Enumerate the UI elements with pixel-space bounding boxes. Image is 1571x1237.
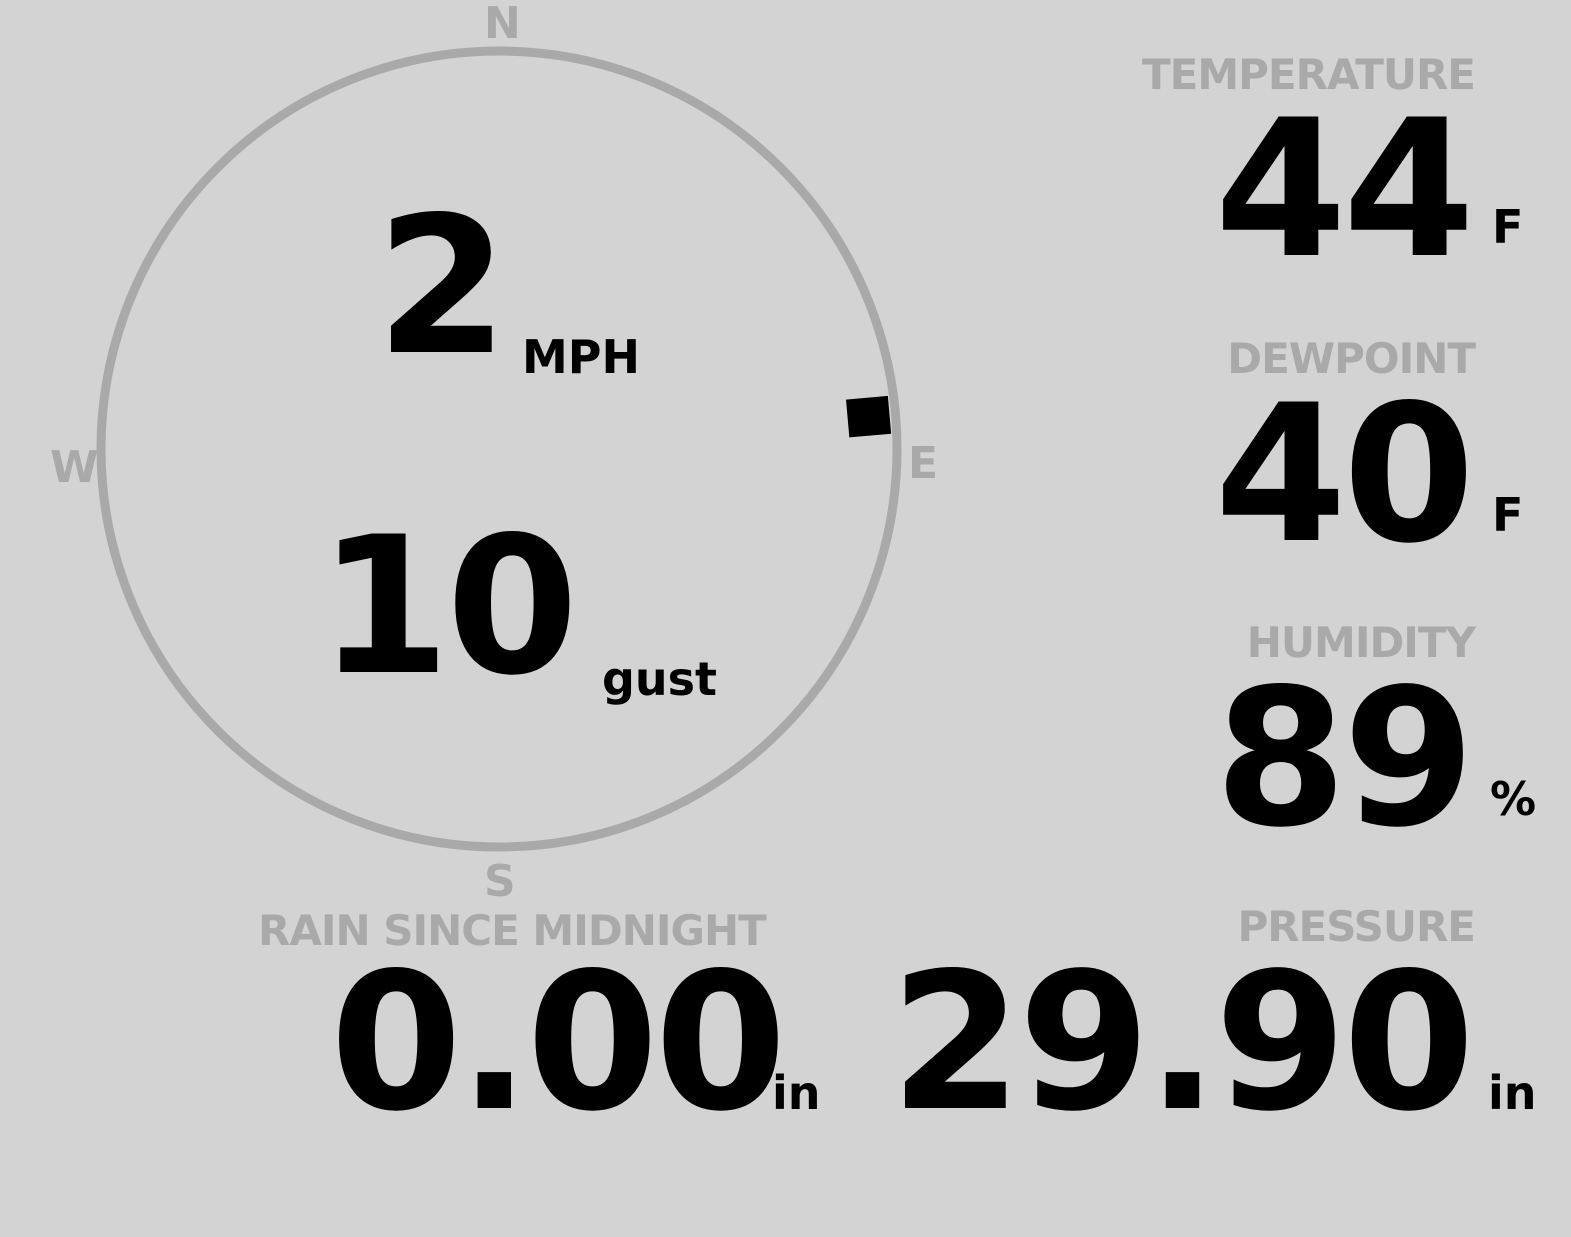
compass-south: S xyxy=(484,856,516,907)
dewpoint-label: DEWPOINT xyxy=(1227,334,1476,383)
temperature-label: TEMPERATURE xyxy=(1142,50,1476,99)
rain-value: 0.00 xyxy=(330,932,787,1153)
compass-east: E xyxy=(908,438,939,489)
humidity-unit: % xyxy=(1490,772,1537,826)
pressure-label: PRESSURE xyxy=(1237,902,1476,951)
wind-gust-unit: gust xyxy=(602,652,718,706)
humidity-label: HUMIDITY xyxy=(1246,618,1476,667)
wind-compass xyxy=(96,46,902,852)
rain-unit: in xyxy=(772,1066,821,1120)
compass-ring xyxy=(96,46,902,852)
wind-direction-marker xyxy=(846,395,892,438)
compass-north: N xyxy=(484,0,521,49)
pressure-value: 29.90 xyxy=(890,932,1475,1153)
wind-speed-value: 2 xyxy=(376,176,508,397)
rain-label: RAIN SINCE MIDNIGHT xyxy=(258,906,767,955)
wind-speed-unit: MPH xyxy=(522,330,640,384)
temperature-unit: F xyxy=(1492,200,1524,254)
dewpoint-unit: F xyxy=(1492,488,1524,542)
temperature-value: 44 xyxy=(1214,79,1475,300)
dewpoint-value: 40 xyxy=(1214,364,1475,585)
pressure-unit: in xyxy=(1488,1066,1537,1120)
humidity-value: 89 xyxy=(1214,648,1475,869)
wind-gust-value: 10 xyxy=(318,496,578,717)
compass-west: W xyxy=(50,442,99,493)
